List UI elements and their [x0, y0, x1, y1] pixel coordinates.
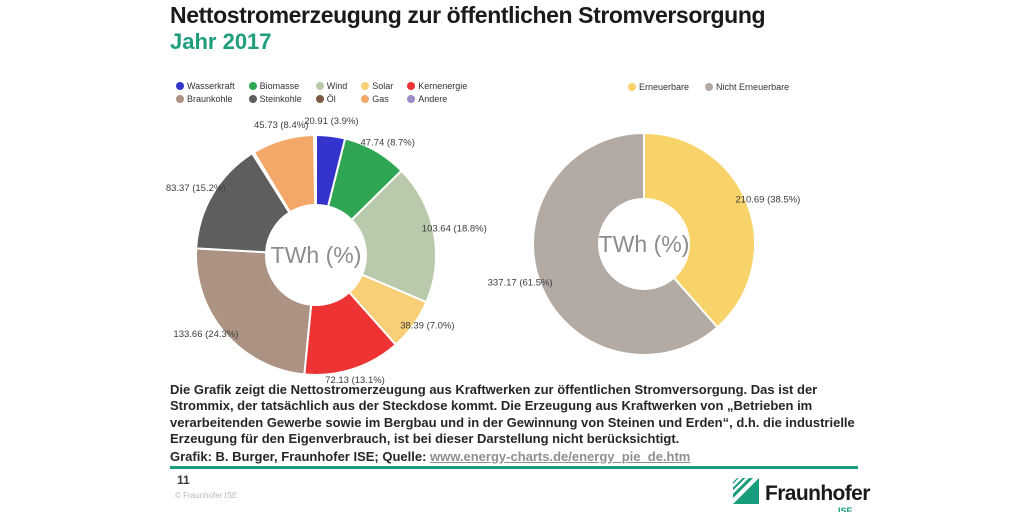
legend-swatch: [361, 82, 370, 90]
teal-divider: [170, 466, 858, 469]
source-prefix: Grafik: B. Burger, Fraunhofer ISE; Quell…: [170, 449, 431, 464]
legend-energy-sources: Wasserkraft Biomasse Wind Solar Kernenergie B…: [176, 81, 467, 104]
slice-label: 20.91 (3.9%): [304, 116, 358, 127]
legend-label: Öl: [326, 94, 336, 104]
legend-label: Braunkohle: [187, 94, 233, 104]
donut-slice: [313, 133, 317, 207]
fraunhofer-logo-text: Fraunhofer: [765, 481, 870, 505]
legend-swatch: [628, 83, 636, 91]
legend-label: Wind: [326, 81, 348, 91]
legend-label: Gas: [372, 94, 389, 104]
legend-item: Andere: [407, 94, 467, 104]
legend-swatch: [407, 82, 416, 90]
legend-swatch: [361, 95, 370, 103]
donut-center-label: TWh (%): [271, 242, 362, 268]
legend-item: Solar: [361, 81, 393, 91]
legend-label: Biomasse: [259, 81, 300, 91]
legend-label: Wasserkraft: [187, 81, 235, 91]
legend-item: Biomasse: [248, 81, 302, 91]
legend-label: Nicht Erneuerbare: [716, 82, 790, 92]
legend-swatch: [176, 95, 184, 103]
slice-label: 83.37 (15.2%): [166, 183, 226, 194]
page-title: Nettostromerzeugung zur öffentlichen Str…: [170, 2, 766, 28]
legend-swatch: [705, 83, 714, 91]
donut-center-label: TWh (%): [599, 231, 690, 257]
fraunhofer-logo-institute: ISE: [838, 506, 853, 512]
legend-item: Wasserkraft: [176, 81, 235, 91]
copyright: © Fraunhofer ISE: [175, 491, 238, 500]
legend-renewables: Erneuerbare Nicht Erneuerbare: [628, 82, 789, 92]
legend-swatch: [248, 82, 257, 90]
source-line: Grafik: B. Burger, Fraunhofer ISE; Quell…: [170, 449, 690, 464]
slice-label: 337.17 (61.5%): [488, 277, 553, 288]
legend-item: Gas: [361, 94, 393, 104]
legend-item: Wind: [315, 81, 348, 91]
legend-item: Öl: [315, 94, 348, 104]
slice-label: 103.64 (18.8%): [422, 224, 487, 235]
legend-swatch: [315, 82, 324, 90]
fraunhofer-logo: Fraunhofer: [729, 474, 870, 509]
legend-swatch: [176, 82, 184, 90]
slice-label: 45.73 (8.4%): [254, 120, 308, 131]
legend-item: Nicht Erneuerbare: [705, 82, 789, 92]
legend-item: Steinkohle: [248, 94, 302, 104]
slice-label: 133.66 (24.3%): [173, 329, 238, 340]
page-subtitle: Jahr 2017: [170, 29, 272, 54]
donut-slice: [643, 131, 756, 329]
legend-item: Kernenergie: [407, 81, 467, 91]
source-link[interactable]: www.energy-charts.de/energy_pie_de.htm: [430, 449, 691, 464]
legend-label: Andere: [418, 94, 448, 104]
legend-item: Braunkohle: [176, 94, 235, 104]
slice-label: 47.74 (8.7%): [361, 138, 415, 149]
slice-label: 38.39 (7.0%): [400, 321, 454, 332]
legend-label: Kernenergie: [418, 81, 468, 91]
slice-label: 210.69 (38.5%): [735, 195, 800, 206]
page-number: 11: [177, 473, 190, 487]
legend-label: Steinkohle: [259, 94, 302, 104]
donut-slice: [532, 131, 719, 356]
fraunhofer-logo-icon: [729, 474, 759, 509]
description-text: Die Grafik zeigt die Nettostromerzeugung…: [170, 382, 855, 447]
legend-swatch: [315, 95, 324, 103]
donut-slice: [195, 247, 313, 376]
legend-label: Erneuerbare: [639, 82, 690, 92]
donut-slice: [350, 169, 437, 304]
legend-label: Solar: [372, 81, 394, 91]
legend-swatch: [248, 95, 257, 103]
slice-label: 72.13 (13.1%): [325, 375, 385, 386]
legend-item: Erneuerbare: [628, 82, 689, 92]
legend-swatch: [407, 95, 416, 103]
